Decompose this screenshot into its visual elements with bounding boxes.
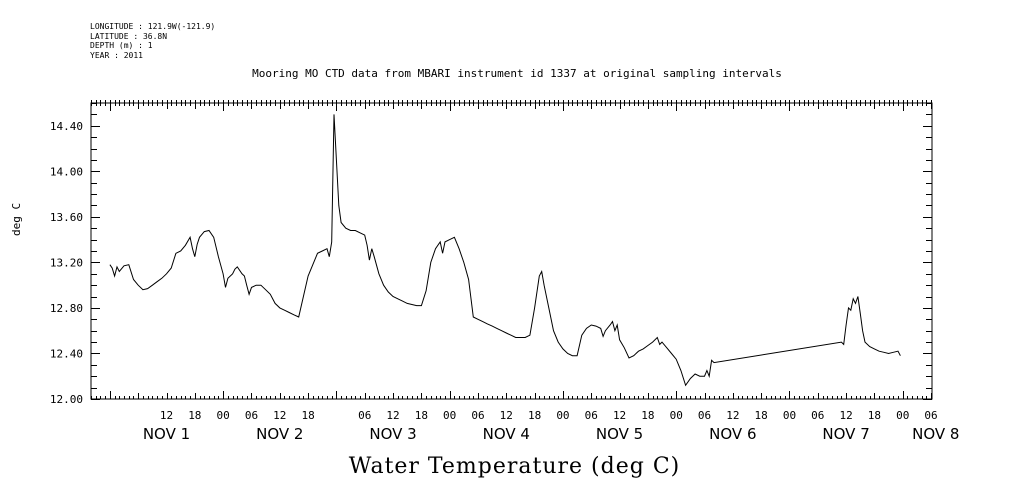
x-hour-label: 12 — [726, 409, 739, 422]
x-hour-label: 00 — [217, 409, 230, 422]
y-tick-label: 14.00 — [50, 165, 83, 178]
x-hour-label: 06 — [698, 409, 711, 422]
y-tick-label: 12.80 — [50, 302, 83, 315]
year-text: YEAR : 2011 — [90, 50, 143, 60]
x-day-label: NOV 6 — [709, 425, 756, 443]
x-hour-label: 12 — [386, 409, 399, 422]
x-hour-label: 12 — [273, 409, 286, 422]
x-day-label: NOV 8 — [912, 425, 959, 443]
x-hour-label: 18 — [755, 409, 768, 422]
x-hour-label: 12 — [500, 409, 513, 422]
metadata-block: LONGITUDE : 121.9W(-121.9) LATITUDE : 36… — [90, 22, 215, 60]
x-hour-label: 18 — [415, 409, 428, 422]
y-tick-label: 13.20 — [50, 256, 83, 269]
depth-text: DEPTH (m) : 1 — [90, 41, 153, 50]
x-hour-label: 12 — [613, 409, 626, 422]
x-hour-label: 18 — [528, 409, 541, 422]
x-hour-label: 00 — [783, 409, 796, 422]
chart-subtitle: Water Temperature (deg C) — [348, 454, 681, 479]
x-hour-label: 00 — [896, 409, 909, 422]
x-hour-label: 06 — [811, 409, 824, 422]
x-hour-label: 18 — [301, 409, 314, 422]
x-hour-label: 00 — [556, 409, 569, 422]
x-hour-label: 18 — [868, 409, 881, 422]
x-day-label: NOV 7 — [822, 425, 869, 443]
y-tick-label: 12.00 — [50, 393, 83, 406]
chart-title: Mooring MO CTD data from MBARI instrumen… — [252, 67, 782, 80]
x-day-label: NOV 3 — [369, 425, 416, 443]
longitude-text: LONGITUDE : 121.9W(-121.9) — [90, 22, 216, 31]
y-tick-label: 13.60 — [50, 211, 83, 224]
x-hour-label: 06 — [924, 409, 937, 422]
x-hour-label: 06 — [471, 409, 484, 422]
x-day-label: NOV 4 — [483, 425, 530, 443]
x-hour-label: 00 — [443, 409, 456, 422]
x-hour-label: 12 — [160, 409, 173, 422]
x-day-label: NOV 2 — [256, 425, 303, 443]
x-day-label: NOV 5 — [596, 425, 643, 443]
y-tick-label: 14.40 — [50, 120, 83, 133]
x-hour-label: 06 — [245, 409, 258, 422]
x-hour-label: 06 — [585, 409, 598, 422]
temperature-line — [109, 114, 901, 387]
latitude-text: LATITUDE : 36.8N — [90, 31, 168, 41]
x-day-label: NOV 1 — [143, 425, 190, 443]
y-tick-label: 12.40 — [50, 347, 83, 360]
x-hour-label: 18 — [641, 409, 654, 422]
x-hour-label: 12 — [839, 409, 852, 422]
x-hour-label: 06 — [358, 409, 371, 422]
x-hour-label: 18 — [188, 409, 201, 422]
x-hour-label: 00 — [670, 409, 683, 422]
